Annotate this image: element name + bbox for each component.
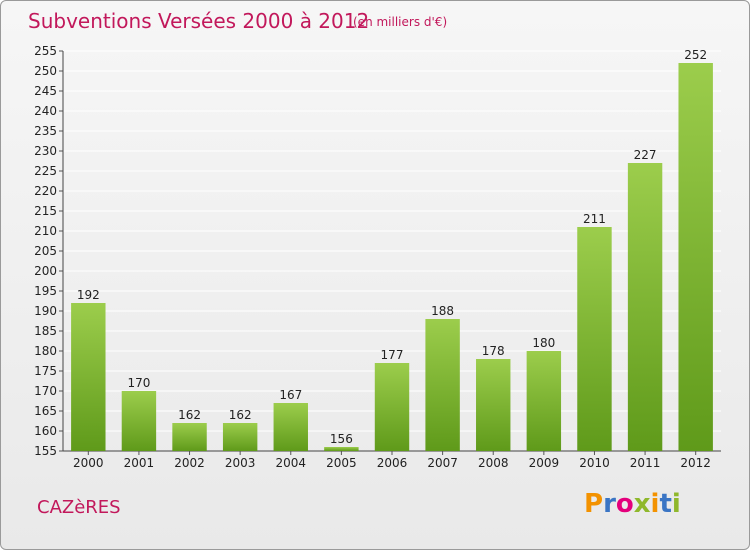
x-tick-label: 2005 bbox=[326, 456, 357, 470]
bar bbox=[222, 423, 258, 451]
commune-name: CAZèRES bbox=[37, 497, 121, 518]
chart-subtitle: (en milliers d'€) bbox=[353, 15, 448, 29]
x-tick-label: 2001 bbox=[124, 456, 155, 470]
x-tick-label: 2009 bbox=[529, 456, 560, 470]
y-tick-label: 185 bbox=[34, 324, 57, 338]
value-label: 211 bbox=[583, 212, 606, 226]
logo-letter: i bbox=[671, 489, 681, 519]
bar bbox=[577, 227, 612, 451]
value-label: 167 bbox=[279, 388, 302, 402]
y-tick-label: 160 bbox=[34, 424, 57, 438]
x-tick-label: 2012 bbox=[680, 456, 711, 470]
value-label: 162 bbox=[229, 408, 252, 422]
bar bbox=[121, 391, 157, 451]
value-label: 180 bbox=[532, 336, 555, 350]
logo-letter: r bbox=[603, 489, 616, 519]
value-label: 162 bbox=[178, 408, 201, 422]
y-tick-label: 245 bbox=[34, 84, 57, 98]
value-label: 178 bbox=[482, 344, 505, 358]
bar bbox=[627, 163, 663, 451]
y-tick-label: 195 bbox=[34, 284, 57, 298]
bar bbox=[273, 403, 308, 451]
x-tick-label: 2002 bbox=[174, 456, 205, 470]
value-label: 252 bbox=[684, 48, 707, 62]
y-tick-label: 210 bbox=[34, 224, 57, 238]
chart-title: Subventions Versées 2000 à 2012 bbox=[28, 9, 370, 33]
y-tick-label: 225 bbox=[34, 164, 57, 178]
logo-letter: x bbox=[633, 489, 651, 519]
y-tick-label: 240 bbox=[34, 104, 57, 118]
value-label: 177 bbox=[381, 348, 404, 362]
x-tick-label: 2007 bbox=[427, 456, 458, 470]
logo-letter: P bbox=[584, 489, 604, 519]
logo-letter: t bbox=[659, 489, 672, 519]
x-tick-label: 2003 bbox=[225, 456, 256, 470]
y-tick-label: 200 bbox=[34, 264, 57, 278]
x-tick-label: 2011 bbox=[630, 456, 661, 470]
y-tick-label: 155 bbox=[34, 444, 57, 458]
y-tick-label: 255 bbox=[34, 44, 57, 58]
y-tick-label: 180 bbox=[34, 344, 57, 358]
x-tick-label: 2004 bbox=[275, 456, 306, 470]
x-tick-label: 2010 bbox=[579, 456, 610, 470]
x-tick-label: 2008 bbox=[478, 456, 509, 470]
y-tick-label: 220 bbox=[34, 184, 57, 198]
y-tick-label: 250 bbox=[34, 64, 57, 78]
y-tick-label: 235 bbox=[34, 124, 57, 138]
y-tick-label: 170 bbox=[34, 384, 57, 398]
bar bbox=[476, 359, 511, 451]
y-tick-label: 215 bbox=[34, 204, 57, 218]
logo-letter: o bbox=[615, 489, 634, 519]
value-label: 170 bbox=[127, 376, 150, 390]
bar bbox=[678, 63, 713, 451]
y-tick-label: 175 bbox=[34, 364, 57, 378]
bar bbox=[526, 351, 562, 451]
y-tick-label: 230 bbox=[34, 144, 57, 158]
bar bbox=[71, 303, 106, 451]
bar bbox=[374, 363, 410, 451]
value-label: 188 bbox=[431, 304, 454, 318]
value-label: 156 bbox=[330, 432, 353, 446]
proxiti-logo[interactable]: Proxiti bbox=[584, 489, 681, 519]
bar bbox=[172, 423, 207, 451]
logo-letter: i bbox=[650, 489, 660, 519]
y-tick-label: 205 bbox=[34, 244, 57, 258]
bar bbox=[425, 319, 460, 451]
x-tick-label: 2006 bbox=[377, 456, 408, 470]
value-label: 192 bbox=[77, 288, 100, 302]
y-tick-label: 165 bbox=[34, 404, 57, 418]
bar bbox=[324, 447, 359, 451]
y-tick-label: 190 bbox=[34, 304, 57, 318]
value-label: 227 bbox=[634, 148, 657, 162]
x-tick-label: 2000 bbox=[73, 456, 104, 470]
